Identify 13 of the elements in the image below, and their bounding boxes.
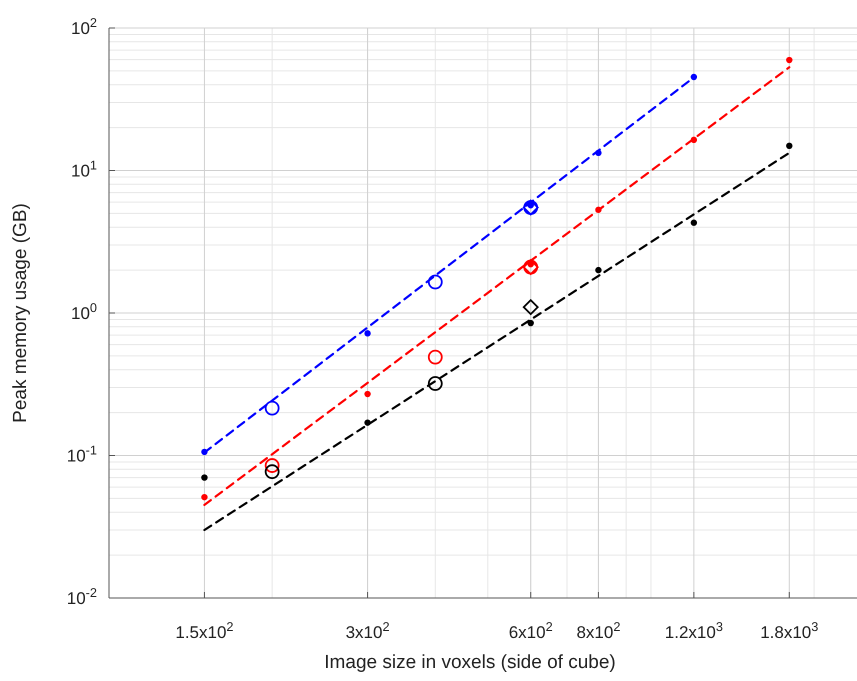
y-tick-label: 10$^{-2}$ — [66, 584, 97, 608]
y-tick-label: 10$^{0}$ — [70, 300, 97, 323]
x-tick-label: 6x10$^{2}$ — [508, 618, 553, 642]
x-tick-label: 1.2x10$^{3}$ — [664, 618, 723, 642]
y-tick-label: 10$^{1}$ — [70, 157, 97, 180]
x-tick-label: 1.5x10$^{2}$ — [175, 618, 234, 642]
y-tick-label: 10$^{-1}$ — [66, 442, 97, 466]
x-tick-label: 8x10$^{2}$ — [576, 618, 620, 642]
y-tick-label: 10$^{2}$ — [70, 14, 97, 38]
x-tick-label: 3x10$^{2}$ — [346, 618, 390, 642]
y-axis-title: Peak memory usage (GB) — [10, 203, 31, 423]
x-tick-label: 1.8x10$^{3}$ — [760, 618, 818, 642]
x-axis-title: Image size in voxels (side of cube) — [324, 652, 616, 673]
